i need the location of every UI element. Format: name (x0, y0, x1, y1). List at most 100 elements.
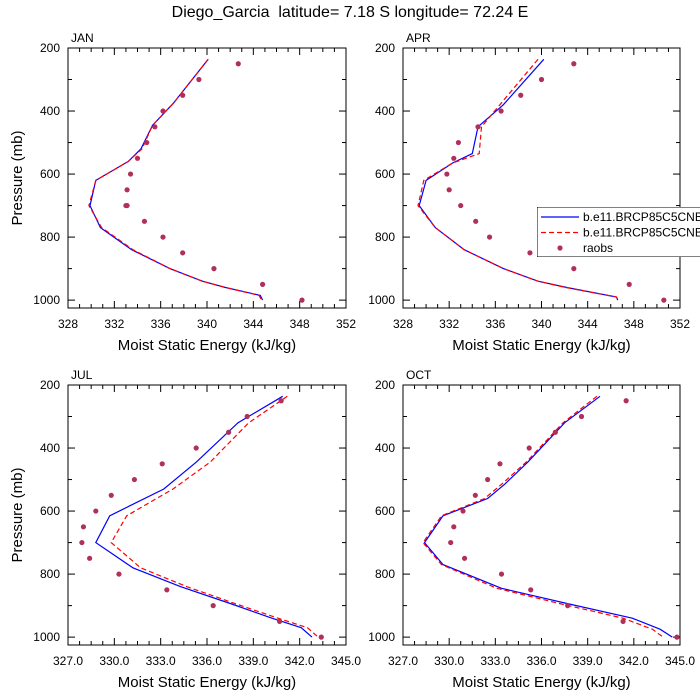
x-tick-label: 345.0 (331, 654, 361, 668)
x-tick-label: 339.0 (238, 654, 268, 668)
panel-title: JAN (71, 31, 94, 45)
x-tick-label: 352 (336, 317, 356, 331)
raobs-point (226, 429, 232, 435)
y-tick-label: 200 (375, 41, 395, 55)
x-axis-label: Moist Static Energy (kJ/kg) (118, 337, 296, 354)
x-tick-label: 333.0 (146, 654, 176, 668)
y-tick-label: 600 (375, 167, 395, 181)
x-tick-label: 330.0 (99, 654, 129, 668)
x-tick-label: 328 (58, 317, 78, 331)
raobs-point (235, 61, 241, 67)
y-tick-label: 600 (40, 167, 60, 181)
raobs-point (160, 108, 166, 114)
panel-jul: 327.0 330.0 333.0 336.0 339.0 342.0 345.0 200 40… (9, 368, 361, 691)
raobs-point (127, 171, 134, 177)
y-tick-label: 800 (40, 230, 60, 244)
plot-frame (402, 47, 681, 309)
y-tick-label: 200 (40, 378, 60, 392)
x-tick-label: 332 (439, 317, 459, 331)
legend-box (537, 207, 700, 257)
x-tick-label: 340 (531, 317, 551, 331)
raobs-point (486, 234, 493, 240)
raobs-point (528, 587, 534, 593)
raobs-point (244, 413, 250, 420)
x-tick-label: 330.0 (434, 654, 464, 668)
legend: b.e11.BRCP85C5CNBDRD.f09_g16.001 b.e11.BR… (537, 207, 700, 257)
raobs-point (475, 124, 481, 130)
plot-area (417, 58, 667, 303)
raobs-point (299, 297, 305, 303)
panel-title: JUL (71, 368, 93, 382)
x-tick-label: 348 (290, 317, 310, 331)
x-tick-label: 340 (197, 317, 217, 331)
x-tick-label: 336 (151, 317, 171, 331)
raobs-point (260, 281, 266, 287)
x-tick-label: 327.0 (53, 654, 83, 668)
y-tick-label: 1000 (368, 293, 395, 307)
raobs-point (123, 202, 129, 209)
raobs-point (210, 603, 216, 609)
raobs-point (180, 250, 186, 256)
model-series-dashed (88, 58, 262, 301)
raobs-point (552, 429, 558, 435)
model-series-solid (89, 58, 264, 301)
panel-title: APR (406, 31, 431, 45)
model-series-dashed (422, 395, 664, 638)
x-tick-label: 344 (243, 317, 263, 331)
raobs-point (571, 61, 577, 67)
raobs-point (578, 413, 585, 420)
plot-frame (67, 384, 347, 646)
raobs-point (134, 155, 141, 161)
raobs-point (159, 461, 165, 467)
raobs-point (518, 92, 524, 98)
raobs-point (527, 250, 533, 256)
plot-area (79, 395, 324, 640)
model-series-dashed (417, 58, 619, 301)
raobs-point (538, 76, 545, 83)
raobs-point (473, 218, 479, 224)
panel-title: OCT (406, 368, 432, 382)
raobs-point (674, 634, 680, 640)
legend-label: b.e11.BRCP85C5CNBDRD.f09_g16.001 (583, 226, 700, 240)
raobs-point (278, 398, 284, 404)
y-tick-label: 1000 (33, 630, 60, 644)
y-tick-label: 400 (375, 104, 395, 118)
raobs-point (444, 171, 450, 177)
page-title: Diego_Garcia latitude= 7.18 S longitude=… (171, 4, 529, 21)
raobs-point (526, 445, 532, 451)
x-tick-label: 336 (485, 317, 505, 331)
legend-label: b.e11.BRCP85C5CNBDRD.f09_g16.001 (583, 210, 700, 224)
x-tick-label: 352 (670, 317, 690, 331)
raobs-point (124, 187, 130, 193)
raobs-point (446, 187, 452, 193)
x-tick-label: 344 (578, 317, 598, 331)
x-tick-label: 328 (393, 317, 413, 331)
y-tick-label: 200 (40, 41, 60, 55)
raobs-point (661, 297, 667, 303)
x-tick-label: 332 (104, 317, 124, 331)
y-tick-label: 800 (375, 567, 395, 581)
raobs-point (620, 618, 626, 624)
x-tick-label: 333.0 (480, 654, 510, 668)
y-tick-label: 1000 (368, 630, 395, 644)
raobs-point (318, 634, 324, 640)
y-tick-label: 400 (375, 441, 395, 455)
x-axis-label: Moist Static Energy (kJ/kg) (118, 674, 296, 691)
raobs-point (458, 202, 464, 209)
y-axis-label: Pressure (mb) (9, 467, 26, 562)
raobs-point (276, 618, 283, 624)
raobs-point (144, 139, 150, 146)
x-tick-label: 327.0 (388, 654, 418, 668)
x-tick-label: 342.0 (619, 654, 649, 668)
legend-label: raobs (583, 241, 613, 255)
raobs-point (498, 571, 505, 577)
x-tick-label: 348 (624, 317, 644, 331)
x-tick-label: 336.0 (526, 654, 556, 668)
raobs-point (141, 218, 148, 224)
raobs-point (131, 476, 138, 483)
y-tick-label: 800 (375, 230, 395, 244)
raobs-point (623, 398, 629, 404)
raobs-point (93, 508, 99, 514)
plot-frame (67, 47, 347, 309)
